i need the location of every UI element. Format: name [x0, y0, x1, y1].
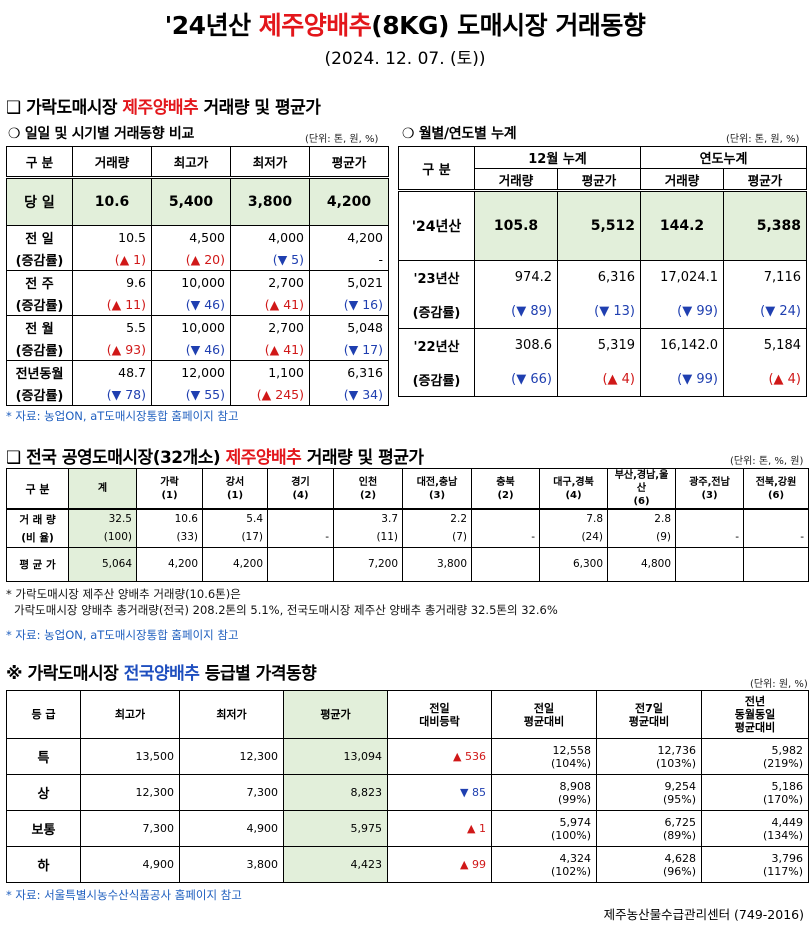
- monthly-subtitle: ❍ 월별/연도별 누계: [402, 126, 517, 142]
- daily-change-row: (증감률) (▲ 93) (▼ 46) (▲ 41) (▼ 17): [6, 338, 389, 361]
- section1-source: * 자료: 농업ON, aT도매시장통합 홈페이지 참고: [6, 409, 239, 423]
- market-header: 충북 (2): [471, 468, 540, 510]
- grade-col-header: 최저가: [179, 690, 284, 739]
- market-header: 경기 (4): [267, 468, 334, 510]
- daily-change-row: (증감률) (▲ 1) (▲ 20) (▼ 5) -: [6, 248, 389, 271]
- daily-unit: (단위: 톤, 원, %): [305, 134, 379, 145]
- grade-row: 특 13,500 12,300 13,094 ▲ 536 12,558 (104%) 12,7…: [6, 738, 809, 775]
- daily-row: 전 일 10.5 4,500 4,000 4,200: [6, 225, 389, 249]
- grade-col-header: 최고가: [80, 690, 180, 739]
- today-row: 당 일 10.6 5,400 3,800 4,200: [6, 177, 389, 226]
- daily-row: 전년동월 48.7 12,000 1,100 6,316: [6, 360, 389, 384]
- section3-unit: (단위: 원, %): [750, 679, 808, 690]
- market-header: 인천 (2): [333, 468, 403, 510]
- col-header: 구 분: [6, 146, 73, 178]
- current-year-row: '24년산 105.8 5,512 144.2 5,388: [398, 190, 807, 261]
- year-row: '23년산 974.2 6,316 17,024.1 7,116: [398, 260, 807, 295]
- market-header: 강서 (1): [202, 468, 268, 510]
- monthly-table: 구 분 12월 누계 연도누계 거래량 평균가 거래량 평균가 '24년산 10…: [398, 146, 807, 397]
- daily-row: 전 월 5.5 10,000 2,700 5,048: [6, 315, 389, 339]
- year-change-row: (증감률) (▼ 66) (▲ 4) (▼ 99) (▲ 4): [398, 362, 807, 397]
- grade-col-header: 전년 동월동일 평균대비: [701, 690, 809, 739]
- market-header: 계: [68, 468, 137, 510]
- section1-title: ❑ 가락도매시장 제주양배추 거래량 및 평균가: [6, 98, 321, 118]
- market-header: 가락 (1): [136, 468, 203, 510]
- year-row: '22년산 308.6 5,319 16,142.0 5,184: [398, 328, 807, 363]
- market-header: 광주,전남 (3): [675, 468, 744, 510]
- daily-subtitle: ❍ 일일 및 시기별 거래동향 비교: [8, 126, 195, 142]
- market-header: 부산,경남,울산 (6): [607, 468, 676, 510]
- grade-table: 등 급 최고가 최저가 평균가 전일 대비등락 전일 평균대비 전7일 평균대비 전년 동월동…: [6, 690, 809, 883]
- grade-row: 상 12,300 7,300 8,823 ▼ 85 8,908 (99%) 9,254 (95%…: [6, 774, 809, 811]
- col-header: 최저가: [230, 146, 310, 178]
- grade-col-header: 전7일 평균대비: [596, 690, 702, 739]
- daily-change-row: (증감률) (▲ 11) (▼ 46) (▲ 41) (▼ 16): [6, 293, 389, 316]
- footer-center: 제주농산물수급관리센터 (749-2016): [603, 907, 804, 922]
- daily-row: 전 주 9.6 10,000 2,700 5,021: [6, 270, 389, 294]
- grade-col-header: 전일 평균대비: [491, 690, 597, 739]
- daily-table: 구 분 거래량 최고가 최저가 평균가 당 일 10.6 5,400 3,800…: [6, 146, 389, 406]
- section2-title: ❑ 전국 공영도매시장(32개소) 제주양배추 거래량 및 평균가: [6, 448, 424, 468]
- national-table: 구 분 계 가락 (1) 강서 (1) 경기 (4) 인천 (2) 대전,충남 (3) 충북 (2) 대구,…: [6, 468, 809, 582]
- col-header: 거래량: [72, 146, 152, 178]
- monthly-unit: (단위: 톤, 원, %): [726, 134, 800, 145]
- market-header: 대구,경북 (4): [539, 468, 608, 510]
- section2-note: * 가락도매시장 제주산 양배추 거래량(10.6톤)은 가락도매시장 양배추 …: [6, 587, 558, 617]
- market-header: 대전,충남 (3): [402, 468, 472, 510]
- page-title: '24년산 제주양배추(8KG) 도매시장 거래동향: [164, 11, 646, 40]
- group-header: 연도누계: [640, 146, 807, 169]
- col-header: 평균가: [309, 146, 389, 178]
- grade-row: 보통 7,300 4,900 5,975 ▲ 1 5,974 (100%) 6,725 (89%…: [6, 810, 809, 847]
- market-header: 전북,강원 (6): [743, 468, 809, 510]
- year-change-row: (증감률) (▼ 89) (▼ 13) (▼ 99) (▼ 24): [398, 294, 807, 329]
- daily-change-row: (증감률) (▼ 78) (▼ 55) (▲ 245) (▼ 34): [6, 383, 389, 406]
- grade-col-header: 등 급: [6, 690, 81, 739]
- title-highlight: 제주양배추: [258, 11, 372, 40]
- grade-row: 하 4,900 3,800 4,423 ▲ 99 4,324 (102%) 4,628 (96%…: [6, 846, 809, 883]
- grade-col-header: 전일 대비등락: [387, 690, 492, 739]
- grade-col-header: 평균가: [283, 690, 388, 739]
- report-date: (2024. 12. 07. (토)): [324, 49, 486, 69]
- section2-unit: (단위: 톤, %, 원): [730, 456, 804, 467]
- col-header: 최고가: [151, 146, 231, 178]
- section2-source: * 자료: 농업ON, aT도매시장통합 홈페이지 참고: [6, 628, 239, 642]
- section3-title: ※ 가락도매시장 전국양배추 등급별 가격동향: [6, 664, 317, 684]
- section3-source: * 자료: 서울특별시농수산식품공사 홈페이지 참고: [6, 888, 242, 902]
- group-header: 12월 누계: [474, 146, 641, 169]
